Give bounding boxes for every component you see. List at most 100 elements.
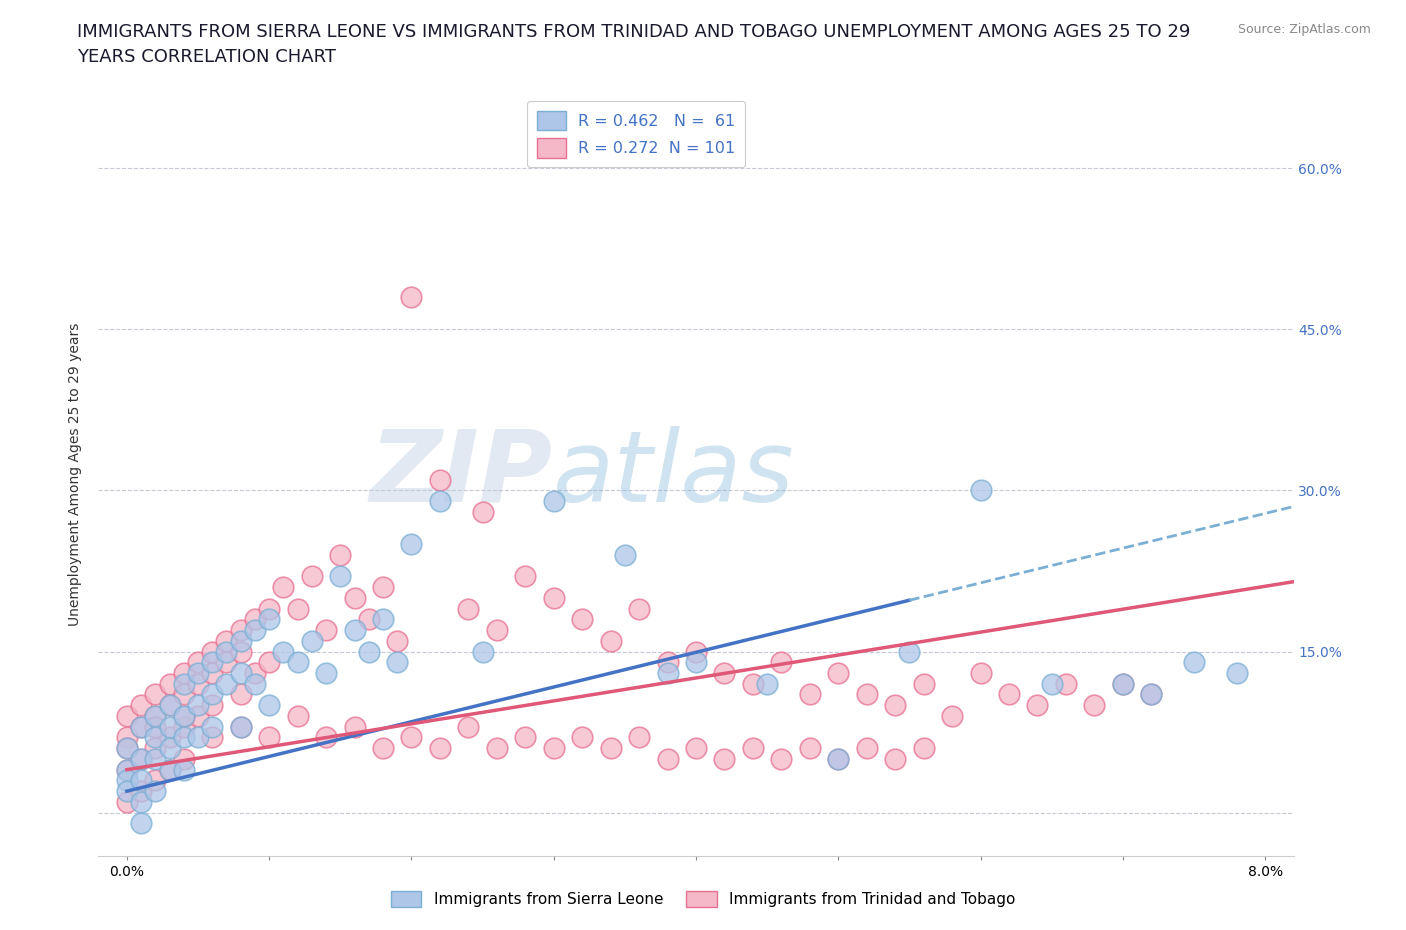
Point (329, 548, 352, 563)
Point (115, 794, 138, 809)
Point (1112, 676, 1135, 691)
Point (115, 784, 138, 799)
Point (401, 730, 423, 745)
Text: IMMIGRANTS FROM SIERRA LEONE VS IMMIGRANTS FROM TRINIDAD AND TOBAGO UNEMPLOYMENT: IMMIGRANTS FROM SIERRA LEONE VS IMMIGRAN… (77, 23, 1191, 41)
Point (371, 741, 394, 756)
Point (685, 644, 707, 659)
Point (173, 709, 195, 724)
Point (657, 751, 679, 766)
Point (912, 676, 935, 691)
Point (770, 751, 793, 766)
Point (741, 676, 763, 691)
Point (187, 709, 209, 724)
Point (571, 612, 593, 627)
Point (173, 751, 195, 766)
Point (471, 644, 494, 659)
Point (173, 763, 195, 777)
Point (329, 569, 352, 584)
Point (187, 676, 209, 691)
Point (1226, 666, 1249, 681)
Point (159, 719, 181, 734)
Point (257, 612, 280, 627)
Point (457, 719, 479, 734)
Point (315, 666, 337, 681)
Point (229, 633, 252, 648)
Point (143, 719, 166, 734)
Point (201, 687, 224, 702)
Text: atlas: atlas (553, 426, 794, 523)
Point (770, 655, 793, 670)
Point (215, 644, 238, 659)
Point (357, 612, 380, 627)
Point (301, 569, 323, 584)
Point (143, 741, 166, 756)
Point (371, 612, 394, 627)
Point (187, 698, 209, 712)
Point (273, 579, 295, 594)
Point (173, 666, 195, 681)
Point (115, 741, 138, 756)
Point (713, 666, 735, 681)
Point (1083, 698, 1105, 712)
Legend: Immigrants from Sierra Leone, Immigrants from Trinidad and Tobago: Immigrants from Sierra Leone, Immigrants… (385, 884, 1021, 913)
Point (201, 666, 224, 681)
Point (998, 687, 1021, 702)
Point (685, 741, 707, 756)
Point (515, 730, 537, 745)
Point (799, 741, 821, 756)
Point (1140, 687, 1163, 702)
Y-axis label: Unemployment Among Ages 25 to 29 years: Unemployment Among Ages 25 to 29 years (69, 323, 83, 626)
Point (1182, 655, 1205, 670)
Point (173, 687, 195, 702)
Point (941, 709, 963, 724)
Point (229, 719, 252, 734)
Point (401, 537, 423, 551)
Point (898, 644, 921, 659)
Point (257, 655, 280, 670)
Point (201, 698, 224, 712)
Point (243, 612, 266, 627)
Point (756, 676, 779, 691)
Point (159, 763, 181, 777)
Point (215, 676, 238, 691)
Point (429, 494, 451, 509)
Point (657, 655, 679, 670)
Point (1026, 698, 1049, 712)
Point (143, 687, 166, 702)
Point (229, 644, 252, 659)
Point (827, 751, 849, 766)
Point (143, 784, 166, 799)
Point (115, 763, 138, 777)
Text: Source: ZipAtlas.com: Source: ZipAtlas.com (1237, 23, 1371, 36)
Point (315, 730, 337, 745)
Point (129, 751, 152, 766)
Point (159, 763, 181, 777)
Point (187, 655, 209, 670)
Point (855, 687, 877, 702)
Point (215, 633, 238, 648)
Point (143, 709, 166, 724)
Point (229, 622, 252, 637)
Point (287, 601, 309, 616)
Point (273, 644, 295, 659)
Point (173, 719, 195, 734)
Point (243, 676, 266, 691)
Point (229, 687, 252, 702)
Point (129, 751, 152, 766)
Point (143, 751, 166, 766)
Point (485, 622, 508, 637)
Point (613, 548, 636, 563)
Point (257, 698, 280, 712)
Point (599, 741, 621, 756)
Point (429, 741, 451, 756)
Point (129, 816, 152, 830)
Text: ZIP: ZIP (370, 426, 553, 523)
Point (685, 655, 707, 670)
Point (201, 644, 224, 659)
Point (159, 730, 181, 745)
Point (343, 622, 366, 637)
Point (257, 601, 280, 616)
Point (115, 730, 138, 745)
Point (115, 773, 138, 788)
Point (1040, 676, 1063, 691)
